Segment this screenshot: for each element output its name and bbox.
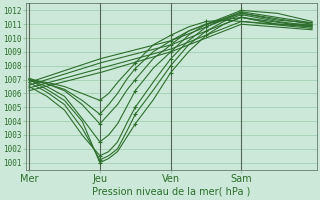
X-axis label: Pression niveau de la mer( hPa ): Pression niveau de la mer( hPa ) [92, 187, 251, 197]
